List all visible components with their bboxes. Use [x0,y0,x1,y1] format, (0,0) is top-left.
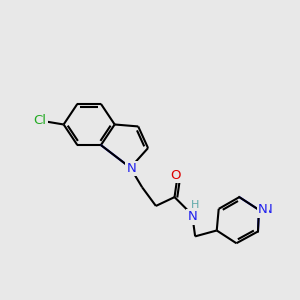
Text: N: N [187,210,197,223]
Text: Cl: Cl [34,114,46,127]
Text: H: H [191,200,199,210]
Text: N: N [127,162,136,175]
Text: O: O [170,169,181,182]
Text: Cl: Cl [34,114,46,127]
Text: H: H [191,200,199,210]
Text: N: N [258,203,268,216]
Text: O: O [170,169,181,182]
Text: N: N [127,162,136,175]
Text: N: N [187,210,197,223]
Text: N: N [263,203,273,216]
